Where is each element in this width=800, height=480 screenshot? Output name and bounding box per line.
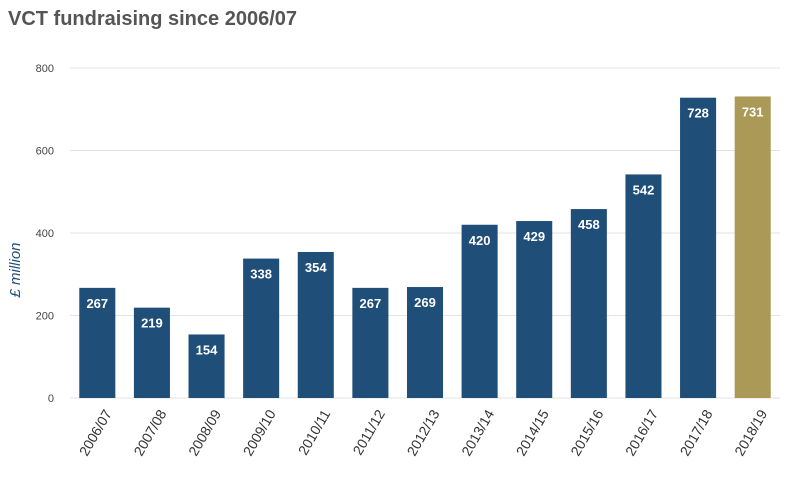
bar-2010-11 bbox=[297, 251, 334, 398]
x-tick-label: 2008/09 bbox=[185, 407, 224, 459]
y-axis-label: £ million bbox=[7, 242, 24, 298]
x-tick-label: 2018/19 bbox=[731, 407, 770, 459]
y-tick-label: 0 bbox=[48, 393, 54, 405]
x-tick-label: 2016/17 bbox=[622, 407, 661, 459]
bar-2012-13 bbox=[406, 287, 444, 398]
bar-2011-12 bbox=[352, 287, 389, 398]
bar-2016-17 bbox=[625, 174, 662, 398]
x-tick-label: 2007/08 bbox=[130, 407, 169, 459]
y-tick-label: 400 bbox=[36, 228, 54, 240]
data-label: 731 bbox=[742, 104, 764, 119]
data-label: 269 bbox=[414, 295, 436, 310]
data-label: 458 bbox=[578, 217, 600, 232]
data-label: 420 bbox=[469, 233, 491, 248]
x-tick-label: 2013/14 bbox=[458, 407, 497, 459]
y-axis-ticks: 0 200 400 600 800 bbox=[36, 63, 54, 405]
chart-title: VCT fundraising since 2006/07 bbox=[8, 8, 297, 30]
data-label: 267 bbox=[360, 296, 382, 311]
x-tick-label: 2017/18 bbox=[677, 407, 716, 459]
y-tick-label: 600 bbox=[36, 146, 54, 158]
bar-2014-15 bbox=[516, 221, 553, 398]
bar-2015-16 bbox=[570, 209, 607, 398]
bar-2006-07 bbox=[79, 287, 116, 398]
x-tick-label: 2006/07 bbox=[76, 407, 115, 459]
bar-2009-10 bbox=[243, 258, 280, 398]
x-tick-label: 2009/10 bbox=[240, 407, 279, 459]
x-tick-label: 2010/11 bbox=[295, 407, 334, 458]
data-label: 728 bbox=[687, 106, 709, 121]
bar-2017-18 bbox=[680, 97, 717, 398]
data-label: 338 bbox=[250, 267, 272, 282]
data-label: 154 bbox=[196, 342, 218, 357]
x-tick-label: 2012/13 bbox=[403, 407, 442, 459]
bar-2018-19 bbox=[734, 96, 771, 399]
bar-2008-09 bbox=[188, 334, 225, 398]
bar-2007-08 bbox=[133, 307, 170, 398]
data-label: 542 bbox=[633, 182, 655, 197]
y-tick-label: 800 bbox=[36, 63, 54, 75]
data-label: 429 bbox=[523, 229, 545, 244]
x-tick-label: 2015/16 bbox=[567, 407, 606, 459]
bars: 267 219 154 338 354 267 269 420 429 458 542 728 731 bbox=[79, 96, 771, 399]
bar-2013-14 bbox=[461, 224, 498, 398]
data-label: 219 bbox=[141, 316, 163, 331]
x-tick-label: 2014/15 bbox=[513, 407, 552, 459]
data-label: 354 bbox=[305, 260, 327, 275]
data-label: 267 bbox=[86, 296, 108, 311]
x-tick-label: 2011/12 bbox=[349, 407, 388, 458]
y-tick-label: 200 bbox=[36, 311, 54, 323]
x-axis-ticks: 2006/07 2007/08 2008/09 2009/10 2010/11 2011/… bbox=[76, 407, 771, 459]
